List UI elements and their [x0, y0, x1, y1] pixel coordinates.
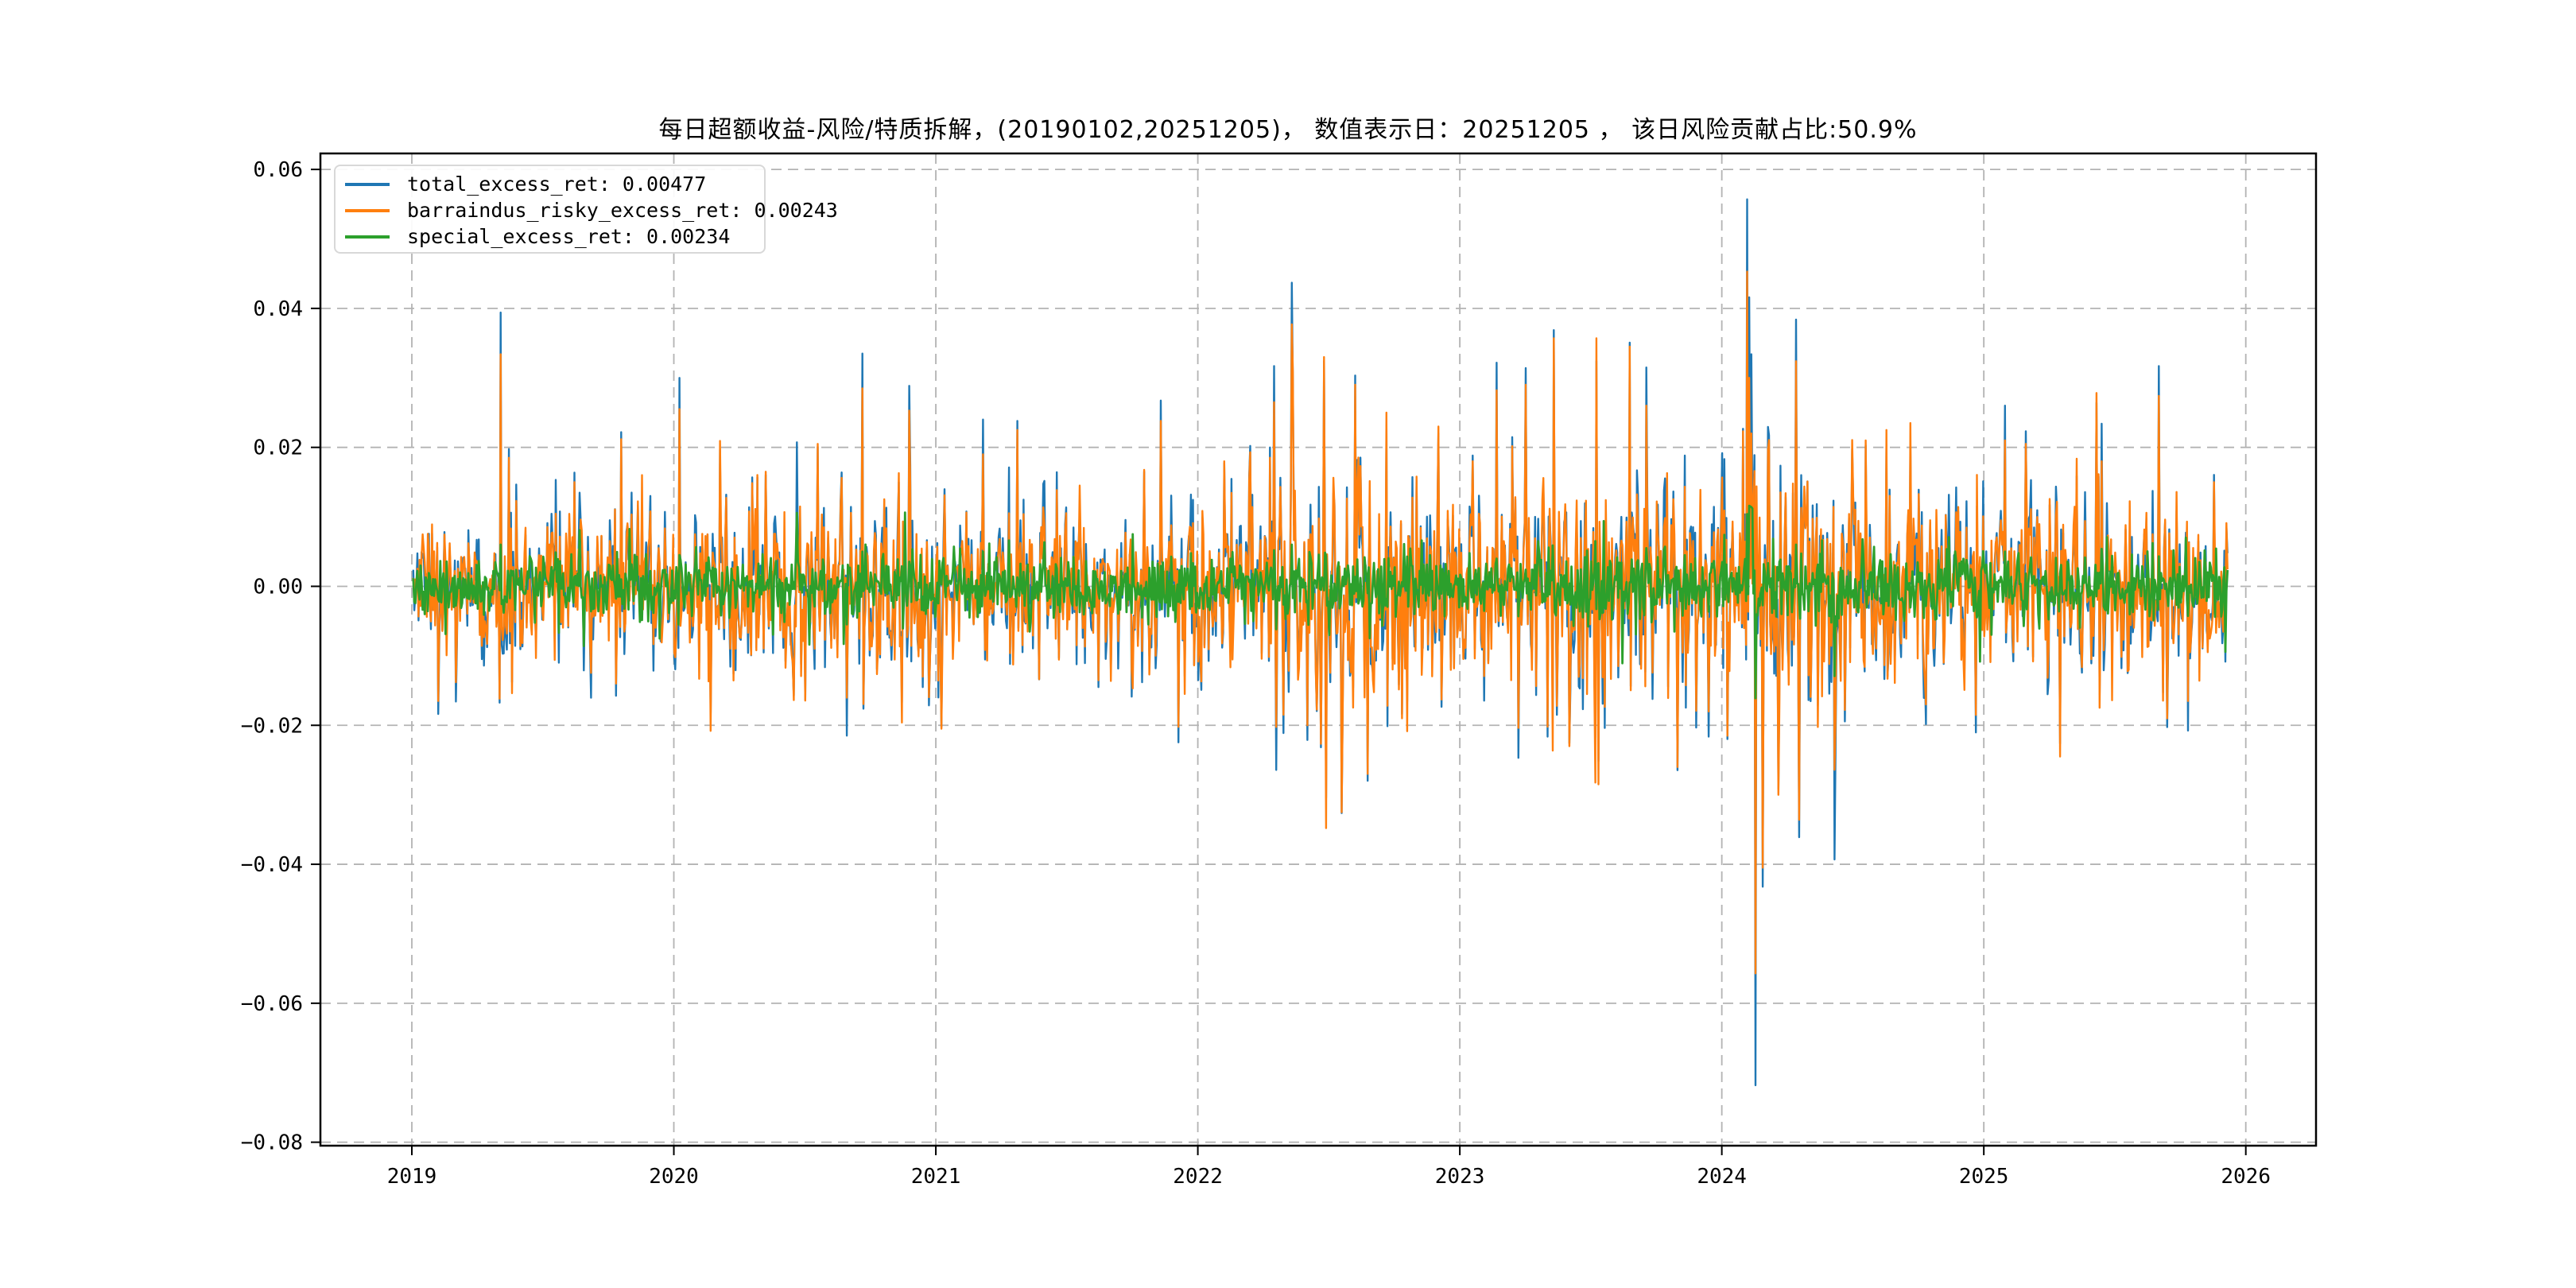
legend-item-total-excess-ret: total_excess_ret: 0.00477 [336, 171, 764, 197]
chart-title: 每日超额收益-风险/特质拆解，(20190102,20251205)， 数值表示… [658, 116, 1918, 144]
y-tick-label: −0.06 [241, 992, 303, 1016]
x-tick-label: 2025 [1959, 1165, 2009, 1189]
legend-item-special-excess-ret: special_excess_ret: 0.00234 [336, 223, 764, 250]
series-lines [412, 198, 2229, 1087]
series-special-excess-ret [412, 504, 2229, 700]
legend-item-barraindus-risky-excess-ret: barraindus_risky_excess_ret: 0.00243 [336, 197, 838, 223]
legend-line-swatch-blue [345, 182, 390, 186]
legend-label: special_excess_ret: 0.00234 [407, 225, 731, 248]
y-tick-label: −0.04 [241, 853, 303, 877]
x-tick-label: 2026 [2221, 1165, 2271, 1189]
series-barraindus-risky-excess-ret [412, 270, 2229, 975]
y-tick-label: −0.08 [241, 1131, 303, 1155]
y-tick-label: 0.02 [253, 436, 303, 460]
y-tick-label: 0.04 [253, 297, 303, 321]
x-tick-label: 2023 [1435, 1165, 1485, 1189]
legend: total_excess_ret: 0.00477 barraindus_ris… [334, 165, 838, 254]
y-tick-label: 0.06 [253, 158, 303, 182]
x-tick-label: 2020 [649, 1165, 699, 1189]
y-tick-label: −0.02 [241, 714, 303, 738]
legend-line-swatch-green [345, 235, 390, 239]
legend-label: total_excess_ret: 0.00477 [407, 173, 707, 196]
axes: 2019 2020 2021 2022 2023 2024 2025 2026 0.06 0.04… [241, 152, 2318, 1189]
legend-line-swatch-orange [345, 208, 390, 212]
legend-label: barraindus_risky_excess_ret: 0.00243 [407, 199, 838, 222]
x-tick-label: 2022 [1173, 1165, 1223, 1189]
x-tick-label: 2019 [387, 1165, 437, 1189]
x-tick-label: 2021 [911, 1165, 961, 1189]
y-tick-label: 0.00 [253, 575, 303, 599]
x-tick-label: 2024 [1697, 1165, 1747, 1189]
